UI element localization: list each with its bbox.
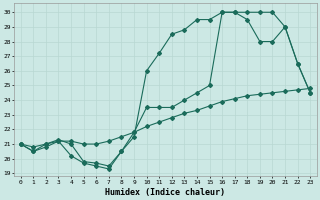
X-axis label: Humidex (Indice chaleur): Humidex (Indice chaleur) (106, 188, 226, 197)
